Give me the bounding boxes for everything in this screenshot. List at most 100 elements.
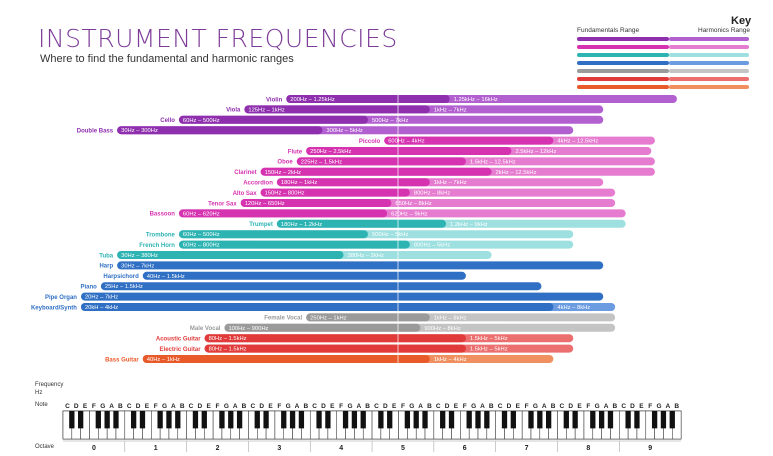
note-label: B bbox=[613, 403, 618, 410]
instrument-label: Cello bbox=[160, 118, 175, 124]
black-key bbox=[289, 411, 296, 429]
black-key bbox=[625, 411, 631, 429]
note-label: A bbox=[480, 403, 485, 410]
black-key bbox=[590, 411, 596, 429]
note-label: E bbox=[577, 403, 582, 410]
harmonic-range-label: 1kHz – 4kHz bbox=[434, 357, 467, 363]
fundamental-range-label: 20Hz – 7kHz bbox=[85, 295, 118, 301]
key-harmonic-swatch bbox=[669, 53, 749, 57]
instrument-label: Oboe bbox=[277, 160, 293, 166]
instrument-label: Pipe Organ bbox=[45, 295, 77, 301]
note-label: C bbox=[189, 403, 194, 410]
note-label: B bbox=[180, 403, 185, 410]
note-label: A bbox=[542, 403, 547, 410]
black-key bbox=[572, 411, 578, 429]
instrument-label: Female Vocal bbox=[264, 316, 302, 322]
black-key bbox=[254, 411, 260, 429]
instrument-label: Trumpet bbox=[249, 222, 273, 228]
instrument-label: Electric Guitar bbox=[160, 347, 202, 353]
black-key bbox=[448, 411, 455, 429]
fundamental-bar bbox=[142, 355, 430, 363]
fundamental-range-label: 225Hz – 1.5kHz bbox=[301, 159, 342, 165]
note-label: D bbox=[630, 403, 635, 410]
frequency-axis-label: Frequency bbox=[35, 382, 64, 388]
harmonic-range-label: 4kHz – 12.5kHz bbox=[557, 139, 598, 145]
hz-axis-label: Hz bbox=[35, 390, 43, 396]
page-title: INSTRUMENT FREQUENCIES bbox=[38, 24, 398, 53]
black-key bbox=[175, 411, 181, 429]
note-label: F bbox=[586, 403, 590, 410]
key-fundamental-swatch bbox=[577, 37, 669, 41]
black-key bbox=[281, 411, 287, 429]
note-label: E bbox=[392, 403, 397, 410]
harmonic-range-label: 1kHz – 8kHz bbox=[434, 315, 467, 321]
black-key bbox=[528, 411, 534, 429]
black-key bbox=[130, 411, 137, 429]
fundamental-bar bbox=[260, 188, 410, 197]
instrument-label: Acoustic Guitar bbox=[156, 337, 201, 343]
note-label: B bbox=[365, 403, 370, 410]
note-label: C bbox=[621, 403, 626, 410]
note-label: F bbox=[277, 403, 281, 410]
key-fundamental-swatch bbox=[577, 53, 669, 57]
key-title: Key bbox=[731, 15, 752, 27]
fundamental-range-label: 200Hz – 1.25kHz bbox=[290, 97, 335, 103]
fundamental-range-label: 120Hz – 650Hz bbox=[245, 201, 285, 207]
fundamental-range-label: 60Hz – 800Hz bbox=[183, 243, 220, 249]
harmonic-range-label: 1.5kHz – 12.5kHz bbox=[470, 159, 516, 165]
black-key bbox=[660, 411, 667, 429]
note-label: C bbox=[250, 403, 255, 410]
fundamental-bar bbox=[286, 95, 450, 103]
octave-label: 0 bbox=[92, 445, 96, 452]
fundamental-range-label: 20kH – 4kHz bbox=[85, 305, 118, 311]
note-label: A bbox=[604, 403, 609, 410]
fundamental-bar bbox=[178, 209, 388, 218]
instrument-label: Accordion bbox=[243, 181, 273, 187]
black-key bbox=[475, 411, 481, 429]
fundamental-bar bbox=[204, 334, 466, 343]
fundamental-bar bbox=[296, 157, 466, 166]
black-key bbox=[298, 411, 305, 429]
note-label: F bbox=[92, 403, 96, 410]
note-axis-label: Note bbox=[35, 402, 48, 408]
octave-label: 9 bbox=[648, 445, 652, 452]
black-key bbox=[113, 411, 119, 429]
instrument-label: Bassoon bbox=[150, 212, 176, 218]
instrument-label: Harp bbox=[99, 264, 113, 270]
black-key bbox=[192, 411, 199, 429]
black-key bbox=[104, 411, 110, 429]
fundamental-range-label: 25Hz – 1.5kHz bbox=[105, 284, 143, 290]
black-key bbox=[634, 411, 640, 429]
instrument-label: Piano bbox=[81, 285, 98, 291]
note-label: D bbox=[198, 403, 203, 410]
fundamental-bar bbox=[117, 126, 323, 135]
note-label: G bbox=[595, 403, 600, 410]
note-label: D bbox=[74, 403, 79, 410]
key-harmonic-swatch bbox=[669, 85, 749, 89]
key-harmonic-swatch bbox=[669, 45, 749, 49]
key-fundamental-swatch bbox=[577, 45, 669, 49]
note-label: C bbox=[127, 403, 132, 410]
key-fundamentals-label: Fundamentals Range bbox=[577, 27, 640, 34]
key-fundamental-swatch bbox=[577, 77, 669, 81]
black-key bbox=[228, 411, 234, 429]
harmonic-range-label: 800Hz – 8kHz bbox=[414, 191, 451, 197]
note-label: G bbox=[409, 403, 414, 410]
fundamental-range-label: 60Hz – 500Hz bbox=[183, 232, 220, 238]
instrument-label: Bass Guitar bbox=[105, 357, 139, 363]
note-label: G bbox=[347, 403, 352, 410]
note-label: G bbox=[471, 403, 476, 410]
black-key bbox=[378, 411, 384, 429]
black-key bbox=[316, 411, 322, 429]
note-label: E bbox=[454, 403, 459, 410]
fundamental-range-label: 60Hz – 620Hz bbox=[183, 211, 220, 217]
note-label: B bbox=[674, 403, 679, 410]
harmonic-range-label: 4kHz – 8kHz bbox=[557, 305, 590, 311]
fundamental-range-label: 30Hz – 7kHz bbox=[121, 263, 154, 269]
fundamental-range-label: 180Hz – 1.2kHz bbox=[281, 222, 322, 228]
note-label: B bbox=[242, 403, 247, 410]
key-fundamental-swatch bbox=[577, 69, 669, 73]
instrument-label: Harpsichord bbox=[103, 274, 139, 280]
note-label: E bbox=[268, 403, 273, 410]
note-label: B bbox=[551, 403, 556, 410]
